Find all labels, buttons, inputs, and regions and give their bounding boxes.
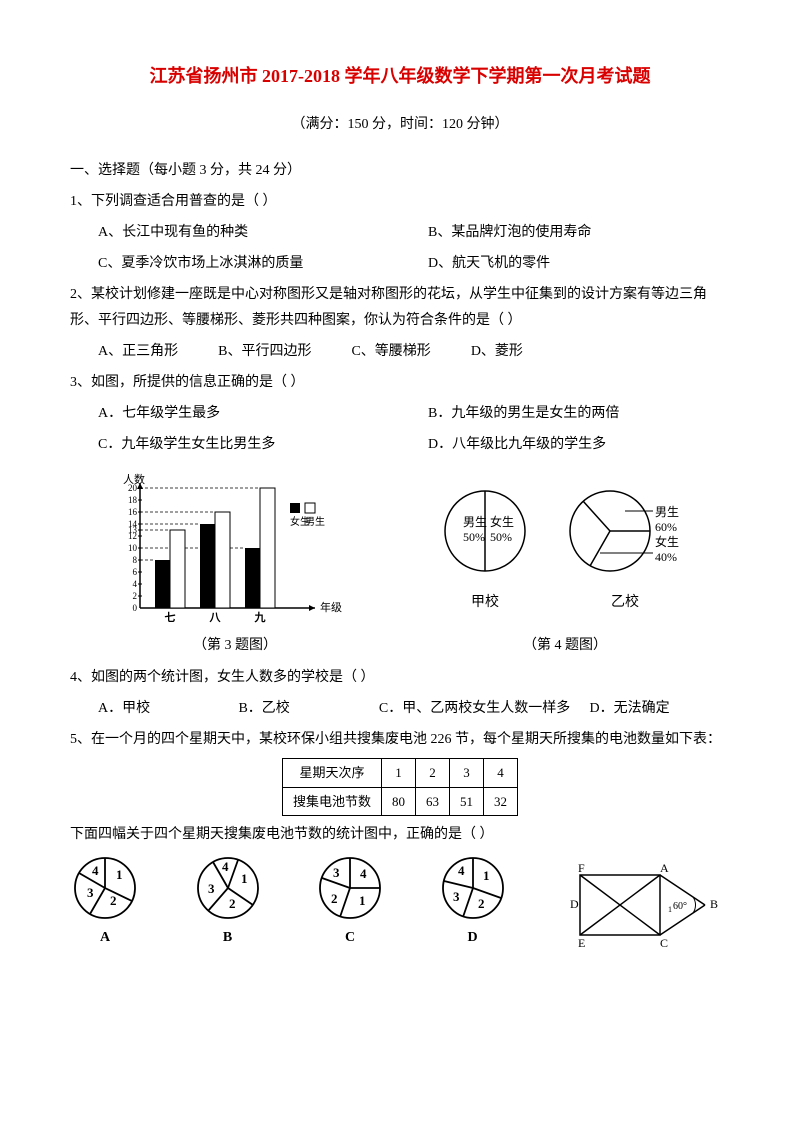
opt-a-label: A [70, 925, 140, 950]
pie-option-d: 1 2 3 4 [438, 853, 508, 923]
subtitle: （满分：150 分，时间：120 分钟） [70, 112, 730, 137]
svg-text:九: 九 [254, 610, 266, 623]
svg-text:60°: 60° [673, 901, 687, 912]
svg-text:4: 4 [360, 866, 367, 881]
svg-text:2: 2 [478, 896, 485, 911]
pie-option-b: 1 2 3 4 [193, 853, 263, 923]
svg-text:10: 10 [128, 543, 138, 553]
pie-b-label: 乙校 [565, 590, 685, 615]
svg-text:16: 16 [128, 507, 138, 517]
svg-text:男生: 男生 [463, 515, 487, 529]
q5-table: 星期天次序 1 2 3 4 搜集电池节数 80 63 51 32 [282, 758, 518, 816]
svg-text:七: 七 [165, 610, 176, 623]
q2-opt-d: D、菱形 [471, 339, 523, 364]
q4-opt-a: A．甲校 [98, 696, 238, 721]
svg-text:0: 0 [133, 603, 138, 613]
q1-text: 1、下列调查适合用普查的是（ ） [70, 189, 730, 214]
svg-text:14: 14 [128, 519, 138, 529]
q4-opt-d: D．无法确定 [590, 696, 730, 721]
q3-opt-d: D．八年级比九年级的学生多 [400, 432, 730, 457]
svg-text:4: 4 [458, 863, 465, 878]
svg-text:4: 4 [222, 859, 229, 874]
q5-text2: 下面四幅关于四个星期天搜集废电池节数的统计图中，正确的是（ ） [70, 822, 730, 847]
pie-option-c: 4 1 2 3 [315, 853, 385, 923]
q3-opt-a: A．七年级学生最多 [70, 401, 400, 426]
svg-text:1: 1 [241, 871, 248, 886]
pie-a-label: 甲校 [435, 590, 535, 615]
svg-text:女生: 女生 [490, 514, 514, 529]
svg-text:50%: 50% [463, 530, 485, 544]
pie-school-b: 男生 60% 女生 40% [565, 481, 685, 581]
pie-school-a: 男生 50% 女生 50% [435, 481, 535, 581]
svg-text:50%: 50% [490, 530, 512, 544]
svg-text:C: C [660, 936, 668, 950]
svg-text:3: 3 [333, 865, 340, 880]
section-1-header: 一、选择题（每小题 3 分，共 24 分） [70, 158, 730, 183]
q3-opt-b: B．九年级的男生是女生的两倍 [400, 401, 730, 426]
svg-text:3: 3 [87, 885, 94, 900]
fig3-label: （第 3 题图） [193, 633, 277, 658]
svg-text:1: 1 [483, 868, 490, 883]
svg-text:2: 2 [229, 896, 236, 911]
svg-text:女生: 女生 [655, 534, 679, 549]
opt-b-label: B [193, 925, 263, 950]
svg-text:八: 八 [209, 611, 222, 623]
table-header-label: 星期天次序 [282, 759, 381, 787]
opt-d-label: D [438, 925, 508, 950]
svg-text:6: 6 [133, 567, 138, 577]
svg-text:年级: 年级 [320, 600, 342, 614]
svg-text:20: 20 [128, 483, 138, 493]
q5-text: 5、在一个月的四个星期天中，某校环保小组共搜集废电池 226 节，每个星期天所搜… [70, 727, 730, 752]
svg-text:4: 4 [133, 579, 138, 589]
q1-opt-b: B、某品牌灯泡的使用寿命 [400, 220, 730, 245]
q4-text: 4、如图的两个统计图，女生人数多的学校是（ ） [70, 665, 730, 690]
svg-text:1: 1 [116, 867, 123, 882]
q1-opt-c: C、夏季冷饮市场上冰淇淋的质量 [70, 251, 400, 276]
q3-text: 3、如图，所提供的信息正确的是（ ） [70, 370, 730, 395]
q2-text: 2、某校计划修建一座既是中心对称图形又是轴对称图形的花坛，从学生中征集到的设计方… [70, 282, 730, 332]
svg-text:3: 3 [208, 881, 215, 896]
pie-option-a: 1 2 3 4 [70, 853, 140, 923]
svg-text:2: 2 [133, 591, 138, 601]
svg-text:1: 1 [359, 893, 366, 908]
q3-opt-c: C．九年级学生女生比男生多 [70, 432, 400, 457]
svg-text:18: 18 [128, 495, 138, 505]
q1-opt-d: D、航天飞机的零件 [400, 251, 730, 276]
svg-text:E: E [578, 936, 585, 950]
q1-opt-a: A、长江中现有鱼的种类 [70, 220, 400, 245]
svg-text:3: 3 [453, 889, 460, 904]
svg-text:D: D [570, 897, 579, 911]
svg-text:60%: 60% [655, 520, 677, 534]
q2-opt-c: C、等腰梯形 [351, 339, 430, 364]
svg-text:2: 2 [110, 893, 117, 908]
svg-text:B: B [710, 897, 718, 911]
svg-text:8: 8 [133, 555, 138, 565]
q2-opt-a: A、正三角形 [98, 339, 178, 364]
page-title: 江苏省扬州市 2017-2018 学年八年级数学下学期第一次月考试题 [70, 60, 730, 92]
svg-text:A: A [660, 861, 669, 875]
svg-text:男生: 男生 [655, 505, 679, 519]
q4-opt-b: B．乙校 [238, 696, 378, 721]
bar-chart-q3: 人数 0 2 4 6 8 10 12 13 14 16 18 20 [115, 473, 345, 623]
svg-text:男生: 男生 [305, 515, 325, 528]
svg-text:1: 1 [668, 905, 672, 914]
svg-text:2: 2 [331, 891, 338, 906]
table-row-label: 搜集电池节数 [282, 787, 381, 815]
geometry-figure: F A D B E C 60° 1 [560, 860, 730, 950]
svg-text:4: 4 [92, 863, 99, 878]
q4-opt-c: C．甲、乙两校女生人数一样多 [379, 696, 590, 721]
svg-text:F: F [578, 861, 585, 875]
q2-opt-b: B、平行四边形 [218, 339, 311, 364]
opt-c-label: C [315, 925, 385, 950]
svg-text:40%: 40% [655, 550, 677, 564]
fig4-label: （第 4 题图） [523, 633, 607, 658]
